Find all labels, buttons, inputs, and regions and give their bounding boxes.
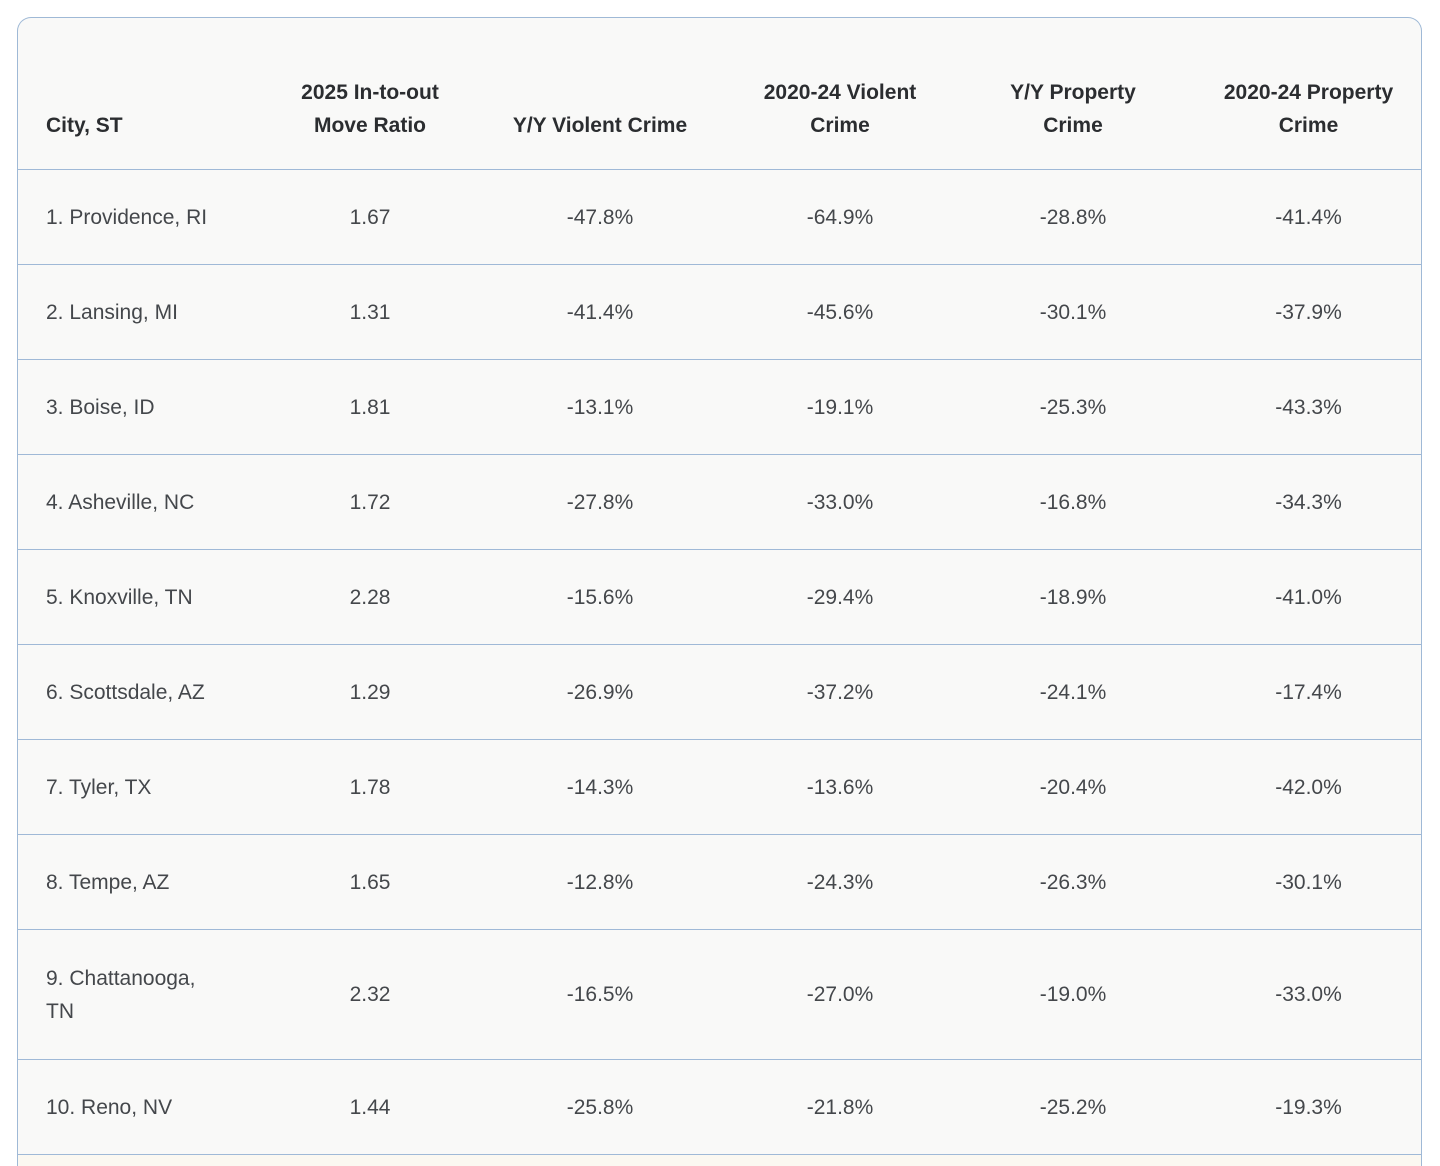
cell-yy-property-crime: -25.2%	[1039, 1095, 1107, 1119]
cell-yy-violent-crime: -16.5%	[566, 983, 634, 1006]
cell-yy-property-crime: -24.1%	[1039, 680, 1107, 704]
cell-2020-24-violent-crime: -29.4%	[806, 585, 874, 609]
table-row: 10. Reno, NV 1.44 -25.8% -21.8% -25.2% -…	[18, 1060, 1421, 1155]
cell-2020-24-property-crime: -30.1%	[1275, 870, 1342, 894]
cell-city: 10. Reno, NV	[46, 1095, 173, 1119]
table-row: 2. Lansing, MI 1.31 -41.4% -45.6% -30.1%…	[18, 265, 1421, 360]
column-header-yy-property-crime: Y/Y Property Crime	[1010, 81, 1136, 137]
cell-yy-property-crime: -30.1%	[1039, 300, 1107, 324]
cell-yy-property-crime: -18.9%	[1039, 585, 1107, 609]
column-header-city: City, ST	[46, 114, 123, 137]
cell-2020-24-violent-crime: -27.0%	[806, 983, 874, 1006]
cell-yy-property-crime: -19.0%	[1039, 983, 1107, 1006]
cell-move-ratio: 1.44	[349, 1095, 391, 1119]
table-body: 1. Providence, RI 1.67 -47.8% -64.9% -28…	[18, 170, 1421, 1155]
cell-yy-property-crime: -26.3%	[1039, 870, 1107, 894]
table-row: 8. Tempe, AZ 1.65 -12.8% -24.3% -26.3% -…	[18, 835, 1421, 930]
cell-city: 3. Boise, ID	[46, 395, 155, 419]
cell-yy-property-crime: -20.4%	[1039, 775, 1107, 799]
cell-city: 1. Providence, RI	[46, 205, 208, 229]
cell-move-ratio: 2.28	[349, 585, 391, 609]
cell-yy-property-crime: -16.8%	[1039, 490, 1107, 514]
cell-move-ratio: 1.29	[349, 680, 391, 704]
city-crime-table: City, ST 2025 In-to-out Move Ratio Y/Y V…	[17, 17, 1422, 1166]
table-row: 7. Tyler, TX 1.78 -14.3% -13.6% -20.4% -…	[18, 740, 1421, 835]
table-row: 3. Boise, ID 1.81 -13.1% -19.1% -25.3% -…	[18, 360, 1421, 455]
cell-yy-violent-crime: -27.8%	[566, 490, 634, 514]
cell-2020-24-property-crime: -41.0%	[1275, 585, 1342, 609]
cell-yy-violent-crime: -13.1%	[566, 395, 634, 419]
cell-yy-violent-crime: -12.8%	[566, 870, 634, 894]
cell-2020-24-property-crime: -33.0%	[1275, 983, 1342, 1006]
cell-move-ratio: 1.65	[349, 870, 391, 894]
cell-2020-24-violent-crime: -64.9%	[806, 205, 874, 229]
cell-2020-24-violent-crime: -45.6%	[806, 300, 874, 324]
cell-yy-violent-crime: -15.6%	[566, 585, 634, 609]
column-header-2020-24-violent-crime: 2020-24 Violent Crime	[763, 81, 917, 137]
cell-move-ratio: 1.78	[349, 775, 391, 799]
cell-2020-24-violent-crime: -24.3%	[806, 870, 874, 894]
cell-yy-violent-crime: -14.3%	[566, 775, 634, 799]
column-header-move-ratio: 2025 In-to-out Move Ratio	[301, 81, 439, 137]
cell-move-ratio: 1.67	[349, 205, 391, 229]
cell-2020-24-violent-crime: -33.0%	[806, 490, 874, 514]
cell-2020-24-property-crime: -34.3%	[1275, 490, 1342, 514]
cell-city: 7. Tyler, TX	[46, 775, 152, 799]
column-header-2020-24-property-crime: 2020-24 Property Crime	[1223, 81, 1394, 137]
cell-2020-24-property-crime: -42.0%	[1275, 775, 1342, 799]
cell-2020-24-property-crime: -43.3%	[1275, 395, 1342, 419]
cell-city: 9. Chattanooga, TN	[46, 966, 196, 1023]
cell-city: 2. Lansing, MI	[46, 300, 178, 324]
table-header-row: City, ST 2025 In-to-out Move Ratio Y/Y V…	[18, 18, 1421, 170]
cell-move-ratio: 2.32	[349, 983, 391, 1006]
cell-move-ratio: 1.31	[349, 300, 391, 324]
cell-2020-24-violent-crime: -37.2%	[806, 680, 874, 704]
cell-city: 4. Asheville, NC	[46, 490, 195, 514]
cell-move-ratio: 1.72	[349, 490, 391, 514]
cell-yy-violent-crime: -26.9%	[566, 680, 634, 704]
cell-2020-24-violent-crime: -19.1%	[806, 395, 874, 419]
cell-2020-24-violent-crime: -21.8%	[806, 1095, 874, 1119]
cell-yy-property-crime: -25.3%	[1039, 395, 1107, 419]
cell-2020-24-property-crime: -17.4%	[1275, 680, 1342, 704]
cell-yy-violent-crime: -47.8%	[566, 205, 634, 229]
cell-2020-24-property-crime: -41.4%	[1275, 205, 1342, 229]
table-row: 5. Knoxville, TN 2.28 -15.6% -29.4% -18.…	[18, 550, 1421, 645]
clipped-next-row	[18, 1155, 1421, 1166]
column-header-yy-violent-crime: Y/Y Violent Crime	[512, 114, 688, 137]
cell-yy-property-crime: -28.8%	[1039, 205, 1107, 229]
table-row: 9. Chattanooga, TN 2.32 -16.5% -27.0% -1…	[18, 930, 1421, 1060]
table-row: 4. Asheville, NC 1.72 -27.8% -33.0% -16.…	[18, 455, 1421, 550]
cell-2020-24-violent-crime: -13.6%	[806, 775, 874, 799]
cell-2020-24-property-crime: -19.3%	[1275, 1095, 1342, 1119]
cell-city: 5. Knoxville, TN	[46, 585, 193, 609]
cell-yy-violent-crime: -25.8%	[566, 1095, 634, 1119]
cell-move-ratio: 1.81	[349, 395, 391, 419]
cell-yy-violent-crime: -41.4%	[566, 300, 634, 324]
table-row: 1. Providence, RI 1.67 -47.8% -64.9% -28…	[18, 170, 1421, 265]
cell-2020-24-property-crime: -37.9%	[1275, 300, 1342, 324]
cell-city: 8. Tempe, AZ	[46, 870, 170, 894]
cell-city: 6. Scottsdale, AZ	[46, 680, 205, 704]
table-row: 6. Scottsdale, AZ 1.29 -26.9% -37.2% -24…	[18, 645, 1421, 740]
